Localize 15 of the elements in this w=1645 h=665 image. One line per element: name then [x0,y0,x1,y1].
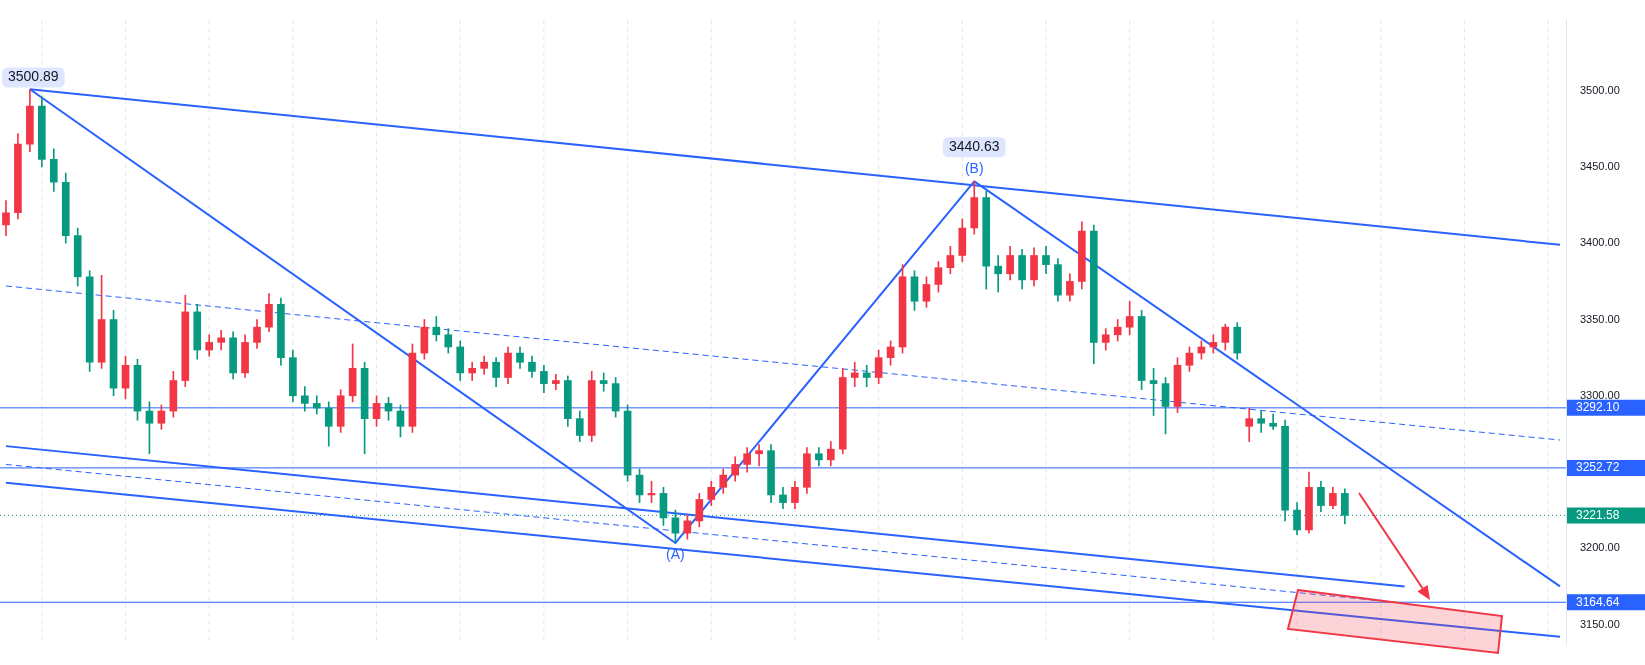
ref-line-label: 3292.10 [1576,400,1620,415]
y-tick-label: 3500.00 [1580,83,1620,96]
ref-line-label: 3164.64 [1576,594,1620,609]
annotation: 3500.89 [8,68,59,85]
y-tick-label: 3300.00 [1580,388,1620,401]
ref-line-label: 3221.58 [1576,507,1620,522]
y-tick-label: 3350.00 [1580,312,1620,325]
y-tick-label: 3200.00 [1580,541,1620,554]
ref-line-label: 3252.72 [1576,460,1620,475]
y-tick-label: 3150.00 [1580,617,1620,630]
annotation: (B) [964,160,984,177]
annotation: 3440.63 [948,138,1000,155]
y-tick-label: 3450.00 [1580,160,1620,173]
y-tick-label: 3400.00 [1580,236,1620,249]
annotation: (A) [666,545,685,562]
